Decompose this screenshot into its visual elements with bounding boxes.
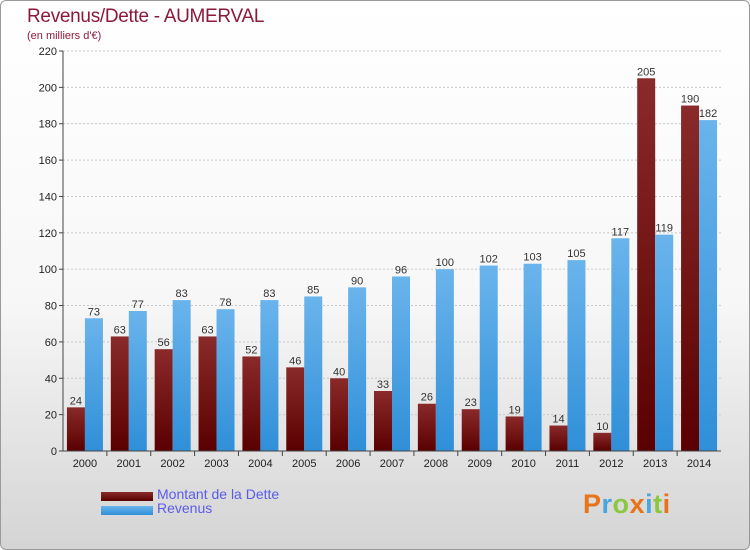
legend-label-debt: Montant de la Dette xyxy=(157,486,280,502)
bar-debt-2006 xyxy=(330,378,349,451)
data-label-revenue: 83 xyxy=(176,288,188,300)
y-tick-label: 60 xyxy=(45,337,57,349)
proxiti-logo: Proxiti xyxy=(583,489,671,519)
legend-swatch-revenue xyxy=(101,505,153,515)
data-label-debt: 40 xyxy=(333,366,345,378)
x-tick-label: 2005 xyxy=(292,458,316,470)
data-label-revenue: 117 xyxy=(612,226,630,238)
data-label-revenue: 73 xyxy=(88,306,100,318)
x-tick-label: 2000 xyxy=(73,458,97,470)
x-tick-label: 2002 xyxy=(160,458,184,470)
y-tick-label: 120 xyxy=(39,228,57,240)
data-label-revenue: 102 xyxy=(480,254,498,266)
bar-revenue-2006 xyxy=(348,287,367,451)
data-label-revenue: 96 xyxy=(395,264,407,276)
bar-debt-2008 xyxy=(417,403,436,451)
bar-revenue-2001 xyxy=(128,311,147,451)
bar-debt-2001 xyxy=(110,336,129,451)
x-tick-label: 2001 xyxy=(117,458,141,470)
x-tick-label: 2012 xyxy=(599,458,623,470)
bar-debt-2002 xyxy=(154,349,173,451)
data-label-debt: 23 xyxy=(465,397,477,409)
data-label-debt: 14 xyxy=(552,414,564,426)
bar-revenue-2007 xyxy=(392,276,410,451)
bar-debt-2013 xyxy=(637,78,656,451)
bar-debt-2003 xyxy=(198,336,217,451)
y-tick-label: 220 xyxy=(39,46,57,58)
y-tick-label: 100 xyxy=(39,264,57,276)
bar-revenue-2010 xyxy=(523,263,542,451)
bar-revenue-2012 xyxy=(611,238,630,451)
x-tick-label: 2013 xyxy=(643,458,667,470)
bar-revenue-2002 xyxy=(172,300,191,451)
data-label-debt: 63 xyxy=(114,324,126,336)
data-label-debt: 52 xyxy=(245,344,257,356)
data-label-debt: 63 xyxy=(201,324,213,336)
bar-revenue-2014 xyxy=(699,120,718,451)
data-label-revenue: 105 xyxy=(567,248,585,260)
data-label-revenue: 77 xyxy=(132,299,144,311)
data-label-revenue: 100 xyxy=(436,257,454,269)
data-label-debt: 56 xyxy=(158,337,170,349)
y-tick-label: 180 xyxy=(39,119,57,131)
legend-item-revenue: Revenus xyxy=(101,500,212,517)
bar-debt-2011 xyxy=(549,425,568,451)
bar-revenue-2009 xyxy=(479,265,498,451)
bar-debt-2007 xyxy=(374,391,392,451)
bar-revenue-2000 xyxy=(84,318,103,451)
legend-item-debt: Montant de la Dette xyxy=(101,486,279,503)
bar-debt-2014 xyxy=(681,105,700,451)
bar-debt-2005 xyxy=(286,367,305,451)
data-label-debt: 19 xyxy=(508,404,520,416)
data-label-revenue: 85 xyxy=(307,284,319,296)
bar-debt-2012 xyxy=(593,432,612,451)
data-label-debt: 190 xyxy=(681,94,699,106)
y-tick-label: 20 xyxy=(45,410,57,422)
data-label-debt: 24 xyxy=(70,395,82,407)
legend-swatch-debt xyxy=(101,491,153,501)
y-tick-label: 0 xyxy=(51,446,57,458)
x-tick-label: 2010 xyxy=(511,458,535,470)
data-label-debt: 10 xyxy=(596,421,608,433)
data-label-revenue: 103 xyxy=(523,252,541,264)
x-tick-label: 2006 xyxy=(336,458,360,470)
y-tick-label: 40 xyxy=(45,373,57,385)
x-tick-label: 2007 xyxy=(380,458,404,470)
bar-revenue-2011 xyxy=(567,260,586,451)
y-tick-label: 140 xyxy=(39,191,57,203)
bar-revenue-2013 xyxy=(655,234,674,451)
y-tick-label: 200 xyxy=(39,82,57,94)
y-tick-label: 160 xyxy=(39,155,57,167)
data-label-debt: 46 xyxy=(289,355,301,367)
chart-subtitle: (en milliers d'€) xyxy=(27,30,102,42)
bar-revenue-2008 xyxy=(435,269,454,451)
x-tick-label: 2003 xyxy=(204,458,228,470)
data-label-debt: 26 xyxy=(421,392,433,404)
x-tick-label: 2008 xyxy=(424,458,448,470)
legend-label-revenue: Revenus xyxy=(157,500,213,516)
data-label-debt: 33 xyxy=(377,379,389,391)
bar-debt-2000 xyxy=(66,407,85,451)
bar-debt-2004 xyxy=(242,356,261,451)
bar-revenue-2004 xyxy=(260,300,279,451)
data-label-revenue: 83 xyxy=(263,288,275,300)
x-tick-label: 2009 xyxy=(467,458,491,470)
bar-revenue-2005 xyxy=(304,296,323,451)
data-label-revenue: 78 xyxy=(219,297,231,309)
data-label-revenue: 90 xyxy=(351,275,363,287)
x-tick-label: 2014 xyxy=(687,458,711,470)
data-label-revenue: 182 xyxy=(699,108,717,120)
bar-debt-2010 xyxy=(505,416,524,451)
x-tick-label: 2004 xyxy=(248,458,272,470)
x-tick-label: 2011 xyxy=(556,458,580,470)
data-label-revenue: 119 xyxy=(655,223,673,235)
data-label-debt: 205 xyxy=(637,66,655,78)
bar-revenue-2003 xyxy=(216,309,235,451)
chart-title: Revenus/Dette - AUMERVAL xyxy=(27,6,265,27)
bar-debt-2009 xyxy=(461,409,480,451)
y-tick-label: 80 xyxy=(45,301,57,313)
